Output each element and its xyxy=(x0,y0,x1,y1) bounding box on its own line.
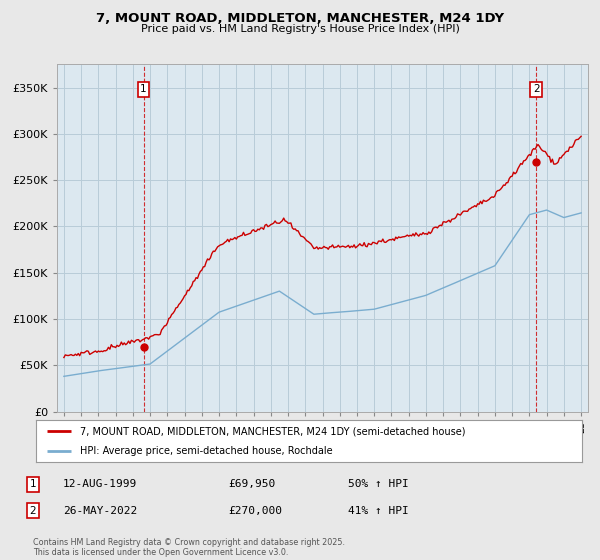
Text: 26-MAY-2022: 26-MAY-2022 xyxy=(63,506,137,516)
Text: £270,000: £270,000 xyxy=(228,506,282,516)
Text: 1: 1 xyxy=(140,85,147,95)
Text: 50% ↑ HPI: 50% ↑ HPI xyxy=(348,479,409,489)
Text: 7, MOUNT ROAD, MIDDLETON, MANCHESTER, M24 1DY: 7, MOUNT ROAD, MIDDLETON, MANCHESTER, M2… xyxy=(96,12,504,25)
Text: 7, MOUNT ROAD, MIDDLETON, MANCHESTER, M24 1DY (semi-detached house): 7, MOUNT ROAD, MIDDLETON, MANCHESTER, M2… xyxy=(80,426,465,436)
Text: 2: 2 xyxy=(29,506,37,516)
Text: 41% ↑ HPI: 41% ↑ HPI xyxy=(348,506,409,516)
Text: Contains HM Land Registry data © Crown copyright and database right 2025.
This d: Contains HM Land Registry data © Crown c… xyxy=(33,538,345,557)
Text: Price paid vs. HM Land Registry's House Price Index (HPI): Price paid vs. HM Land Registry's House … xyxy=(140,24,460,34)
Text: 2: 2 xyxy=(533,85,539,95)
Text: HPI: Average price, semi-detached house, Rochdale: HPI: Average price, semi-detached house,… xyxy=(80,446,332,456)
Text: 12-AUG-1999: 12-AUG-1999 xyxy=(63,479,137,489)
Text: £69,950: £69,950 xyxy=(228,479,275,489)
Text: 1: 1 xyxy=(29,479,37,489)
